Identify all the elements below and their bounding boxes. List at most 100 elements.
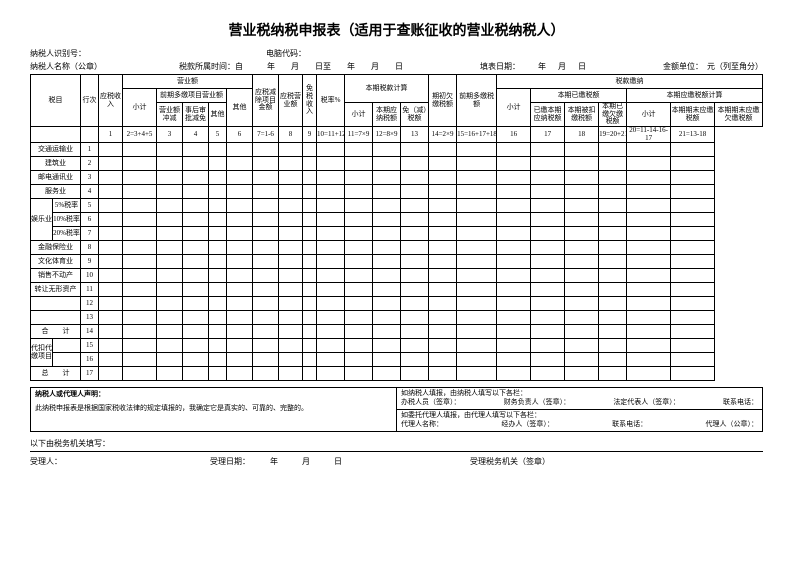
table-cell — [253, 339, 279, 353]
table-cell — [671, 255, 715, 269]
col-owed: 期初欠缴税额 — [429, 75, 457, 127]
table-cell — [401, 199, 429, 213]
table-cell — [209, 283, 227, 297]
table-cell — [99, 325, 123, 339]
page-title: 营业税纳税申报表（适用于查账征收的营业税纳税人） — [30, 20, 763, 40]
phone-label: 联系电话： — [723, 399, 758, 407]
table-cell — [429, 269, 457, 283]
table-cell — [183, 241, 209, 255]
receive-date-label: 受理日期： 年 月 日 — [210, 456, 470, 467]
row-label: 文化体育业 — [31, 255, 81, 269]
table-cell — [373, 213, 401, 227]
table-cell — [373, 353, 401, 367]
table-cell — [99, 297, 123, 311]
table-cell — [531, 367, 565, 381]
table-cell — [565, 255, 599, 269]
table-cell — [279, 143, 303, 157]
row-num: 2 — [81, 157, 99, 171]
table-cell — [497, 213, 531, 227]
decl-body: 此纳税申报表是根据国家税收法律的规定填报的，我确定它是真实的、可靠的、完整的。 — [35, 405, 392, 413]
grp-prior: 前期多缴项目营业额 — [157, 89, 227, 103]
table-cell — [123, 311, 157, 325]
col-deduct: 应税减除项目金额 — [253, 75, 279, 127]
table-cell — [209, 143, 227, 157]
table-cell — [157, 325, 183, 339]
grp-payable: 本期应缴税额计算 — [627, 89, 763, 103]
table-cell — [599, 199, 627, 213]
table-cell — [565, 353, 599, 367]
table-cell — [497, 311, 531, 325]
bank-label: 办税人员（签章）： — [401, 399, 461, 407]
table-cell — [183, 227, 209, 241]
table-cell — [429, 143, 457, 157]
col-payable: 本期应纳税额 — [373, 103, 401, 127]
table-cell — [303, 269, 317, 283]
table-cell — [209, 297, 227, 311]
table-cell — [599, 283, 627, 297]
table-cell — [209, 269, 227, 283]
table-cell — [227, 325, 253, 339]
table-cell — [157, 227, 183, 241]
table-row: 合 计14 — [31, 325, 763, 339]
col-end-pay: 本期期末应缴税额 — [671, 103, 715, 127]
table-cell — [279, 227, 303, 241]
table-cell — [671, 311, 715, 325]
period-label: 税款所属时间：自 — [179, 62, 243, 71]
table-cell — [531, 297, 565, 311]
table-cell — [671, 227, 715, 241]
table-cell — [457, 283, 497, 297]
table-cell — [303, 227, 317, 241]
table-cell — [253, 255, 279, 269]
table-cell — [317, 339, 345, 353]
row-num: 17 — [81, 367, 99, 381]
table-cell — [671, 353, 715, 367]
row-label: 服务业 — [31, 185, 81, 199]
table-cell — [317, 171, 345, 185]
table-cell — [123, 157, 157, 171]
table-cell — [429, 367, 457, 381]
table-cell — [497, 283, 531, 297]
table-cell — [627, 353, 671, 367]
table-cell — [345, 353, 373, 367]
table-cell — [317, 241, 345, 255]
col-end-owed: 本期期末应缴欠缴税额 — [715, 103, 763, 127]
table-cell — [227, 339, 253, 353]
table-cell — [599, 311, 627, 325]
row-num: 15 — [81, 339, 99, 353]
table-cell — [99, 157, 123, 171]
col-income: 应税收入 — [99, 75, 123, 127]
table-cell — [345, 297, 373, 311]
row-label: 代扣代缴项目 — [31, 339, 53, 367]
table-cell — [279, 185, 303, 199]
table-cell — [279, 367, 303, 381]
table-cell — [227, 255, 253, 269]
table-cell — [345, 171, 373, 185]
row-sublabel: 10%税率 — [53, 213, 81, 227]
row-label: 娱乐业 — [31, 199, 53, 241]
row-sublabel: 5%税率 — [53, 199, 81, 213]
col-sub1: 小计 — [123, 89, 157, 127]
col-paid-owed: 本期已缴欠缴税额 — [599, 103, 627, 127]
table-cell — [497, 339, 531, 353]
row-num: 9 — [81, 255, 99, 269]
table-cell — [429, 213, 457, 227]
table-cell — [183, 283, 209, 297]
table-cell — [99, 367, 123, 381]
table-cell — [599, 227, 627, 241]
table-cell — [345, 339, 373, 353]
table-cell — [599, 185, 627, 199]
table-cell — [565, 297, 599, 311]
col-withheld: 本期被扣缴税额 — [565, 103, 599, 127]
table-cell — [599, 367, 627, 381]
grp-calc: 本期税款计算 — [345, 75, 429, 103]
table-cell — [497, 227, 531, 241]
table-cell — [531, 325, 565, 339]
table-cell — [253, 213, 279, 227]
table-cell — [123, 199, 157, 213]
table-cell — [157, 311, 183, 325]
table-cell — [183, 199, 209, 213]
table-cell — [401, 255, 429, 269]
table-cell — [123, 241, 157, 255]
table-cell — [209, 311, 227, 325]
table-cell — [183, 157, 209, 171]
